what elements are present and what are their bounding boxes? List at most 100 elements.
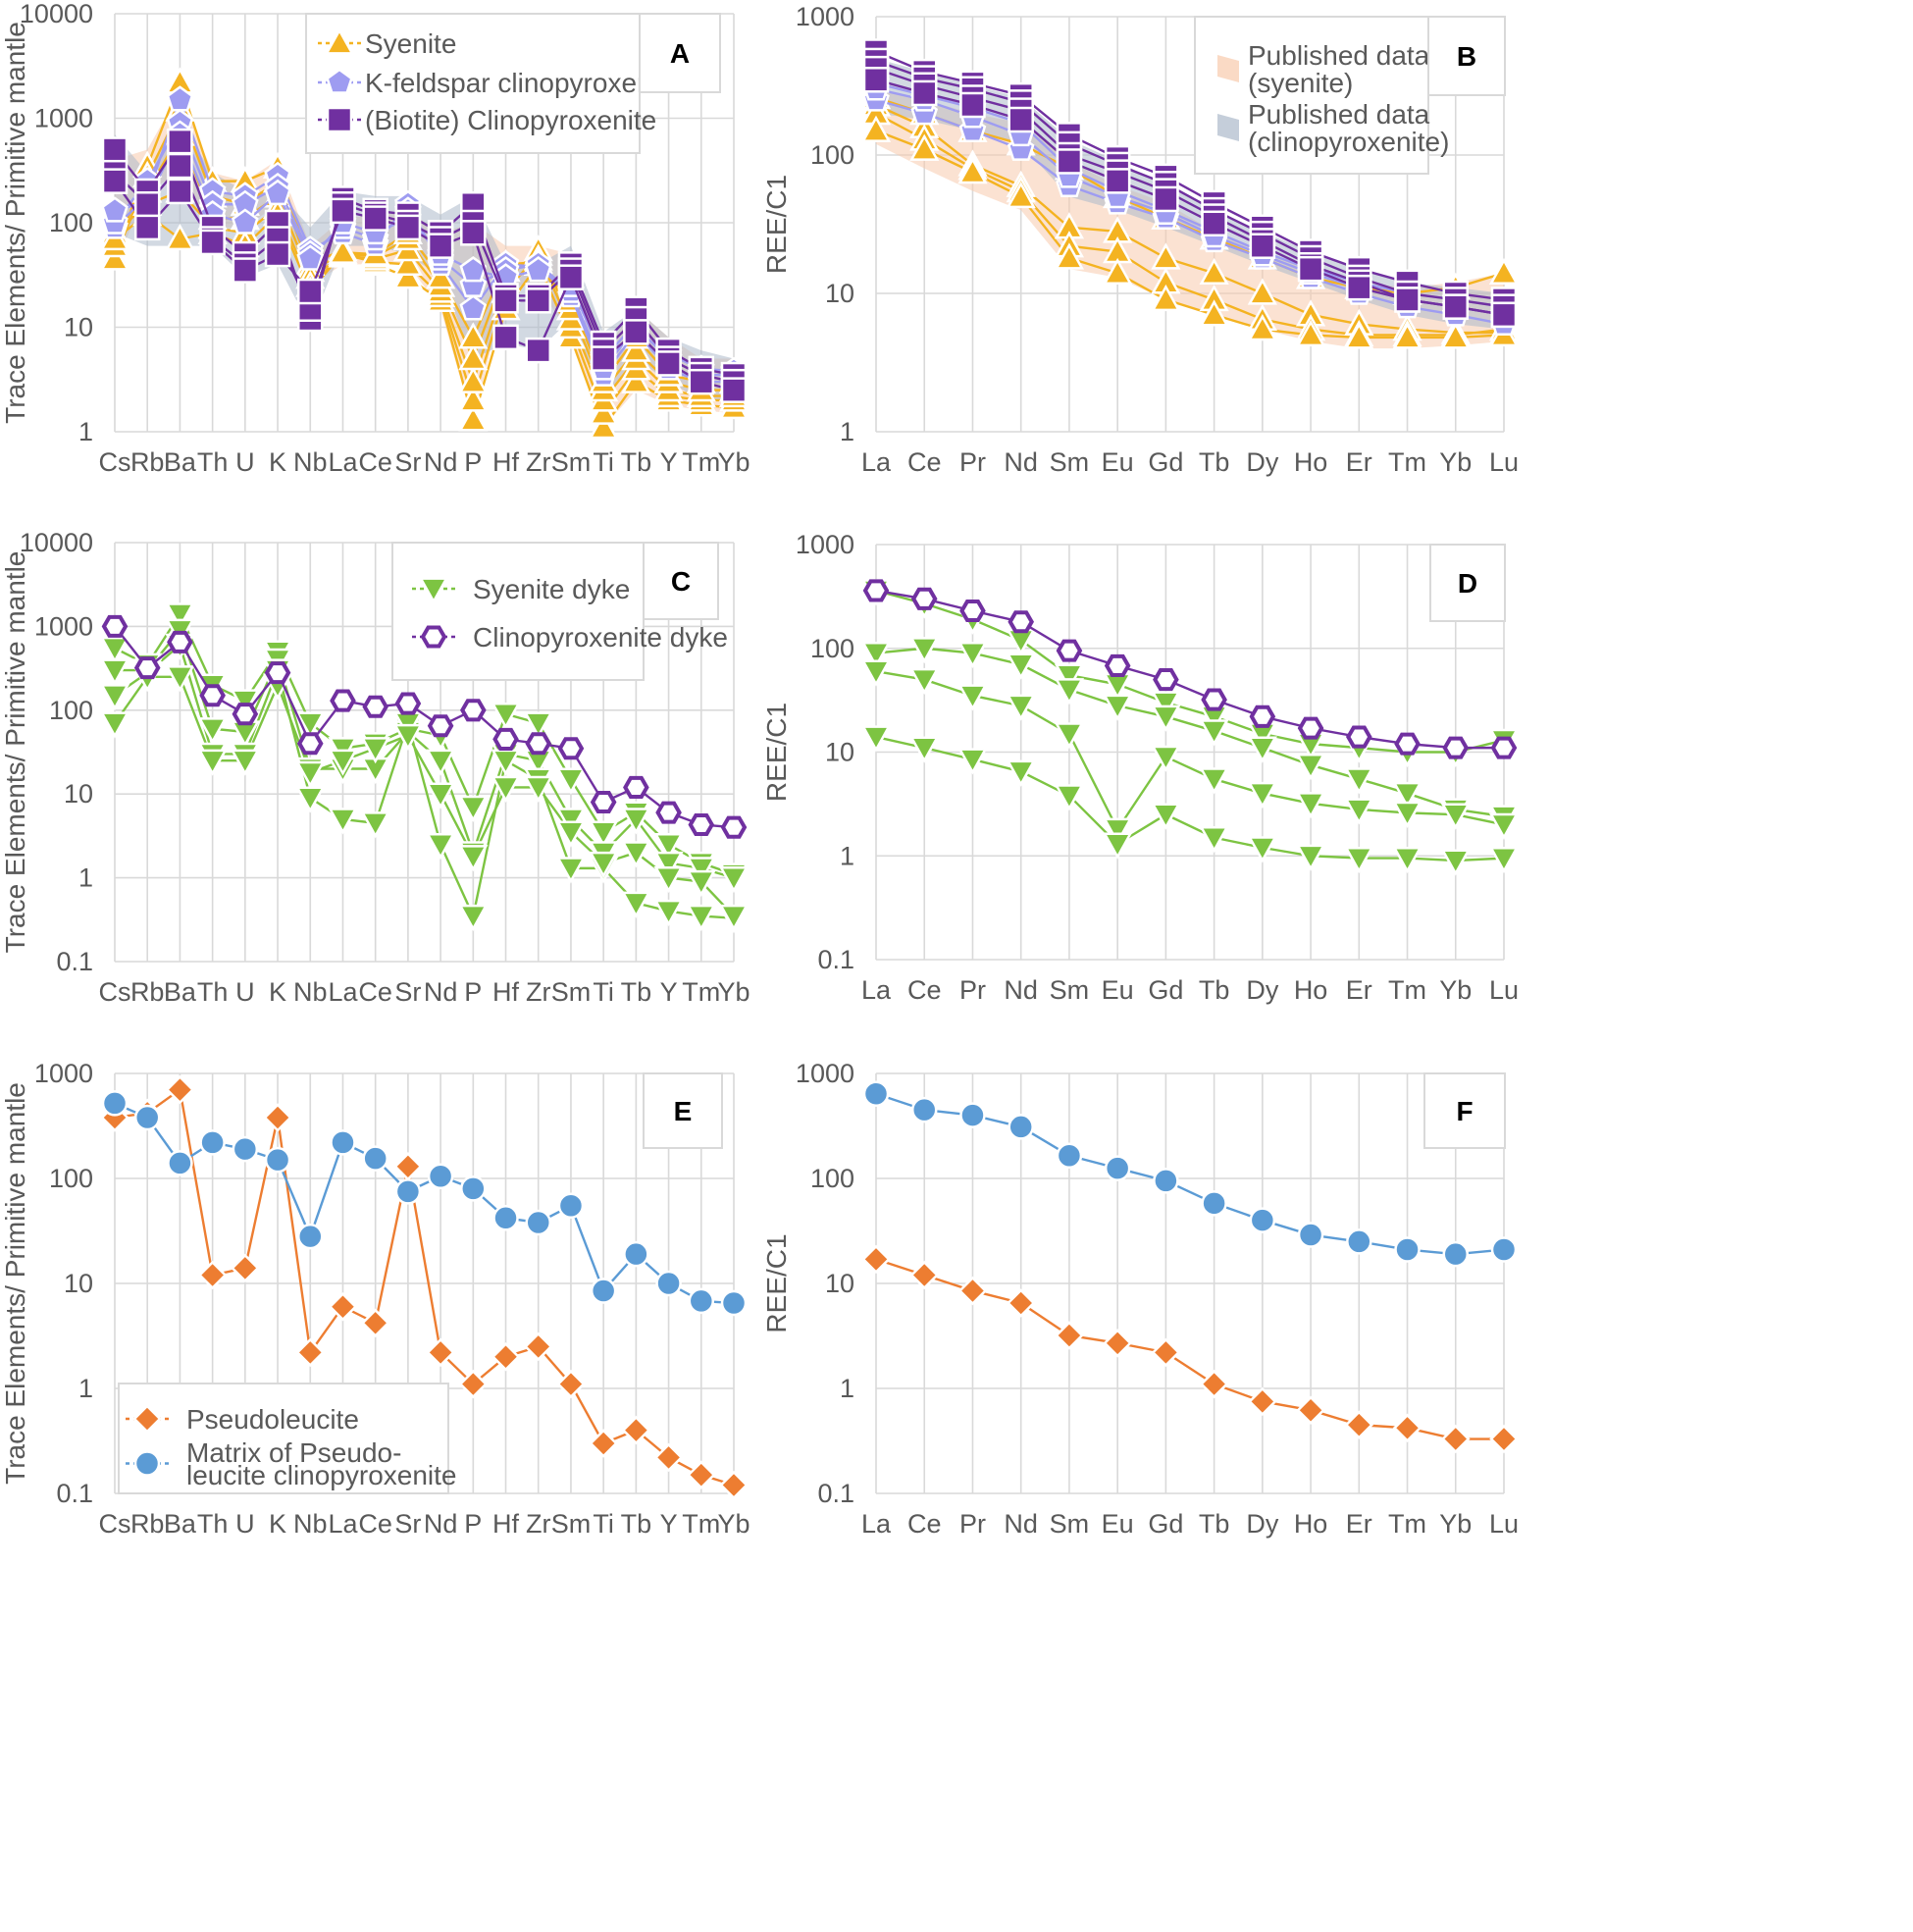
data-point: [232, 208, 259, 235]
data-point: [687, 1460, 716, 1489]
x-tick-label: Sm: [551, 1509, 592, 1539]
data-point: [1151, 745, 1181, 772]
data-point: [909, 133, 940, 161]
x-tick-label: Er: [1346, 1509, 1372, 1539]
data-point: [1344, 846, 1374, 874]
legend-label: Pseudoleucite: [186, 1404, 359, 1435]
data-point: [1249, 1207, 1276, 1233]
legend-label: Published data: [1248, 40, 1430, 71]
x-tick-label: Eu: [1102, 447, 1134, 477]
data-point: [686, 904, 716, 932]
data-point: [1006, 1288, 1036, 1318]
data-point: [199, 1129, 226, 1156]
data-point: [167, 178, 193, 205]
data-point: [460, 1175, 487, 1202]
data-point: [957, 157, 988, 184]
data-point: [653, 899, 684, 927]
y-tick-label: 1: [78, 417, 93, 446]
data-point: [525, 1209, 551, 1236]
data-point: [720, 1289, 748, 1317]
data-point: [957, 748, 988, 775]
x-tick-label: Yb: [1439, 447, 1472, 477]
data-point: [1103, 672, 1133, 700]
data-point: [1489, 1424, 1519, 1454]
data-point: [1199, 299, 1229, 327]
data-point: [458, 845, 489, 872]
y-tick-label: 10000: [20, 0, 93, 28]
x-tick-label: La: [861, 447, 892, 477]
chart-panel-e: 0.1 1 10 100 1000 Cs Rb Ba Th U K Nb La Ce Sr Nd P Hf Zr Sm…: [0, 1059, 750, 1539]
data-point: [458, 904, 489, 932]
data-point: [425, 782, 456, 809]
data-point: [655, 801, 682, 824]
data-point: [296, 244, 325, 271]
x-tick-label: Y: [660, 977, 678, 1007]
x-tick-label: Nd: [424, 447, 458, 477]
data-point: [133, 214, 161, 241]
data-point: [231, 1253, 260, 1283]
x-tick-label: Rb: [130, 977, 165, 1007]
series-matrix-of-pseudo-leucite-clinopyroxenite: [101, 1090, 748, 1317]
data-point: [862, 579, 890, 602]
data-point: [1103, 817, 1133, 845]
data-point: [427, 714, 454, 738]
data-point: [1440, 849, 1471, 876]
data-point: [101, 136, 129, 163]
data-point: [1055, 1321, 1084, 1350]
panel-letter: F: [1456, 1096, 1473, 1126]
x-tick-label: Pr: [959, 447, 986, 477]
data-point: [1008, 106, 1034, 133]
series-syenite-dyke: [860, 579, 1520, 876]
x-tick-label: Pr: [959, 975, 986, 1005]
x-tick-label: Gd: [1148, 1509, 1183, 1539]
y-axis-label: REE/C1: [761, 703, 792, 802]
data-point: [1199, 767, 1229, 795]
data-point: [957, 684, 988, 711]
data-point: [460, 699, 487, 722]
data-point: [99, 658, 130, 686]
data-point: [910, 587, 938, 610]
legend-marker: [324, 27, 355, 55]
legend-label: Published data: [1248, 99, 1430, 130]
data-point: [1201, 1190, 1227, 1217]
data-point: [1151, 803, 1181, 830]
data-point: [1199, 257, 1229, 286]
data-point: [458, 1369, 489, 1399]
data-point: [295, 1337, 326, 1368]
y-tick-label: 1000: [34, 1059, 93, 1088]
data-point: [590, 1278, 617, 1304]
x-tick-label: Eu: [1102, 1509, 1134, 1539]
x-tick-label: La: [328, 977, 358, 1007]
data-point: [392, 723, 424, 752]
data-point: [1490, 736, 1518, 759]
data-point: [1199, 825, 1229, 854]
x-tick-label: Tb: [1199, 975, 1230, 1005]
y-tick-label: 10: [825, 1269, 854, 1298]
data-point: [167, 630, 193, 653]
data-point: [718, 865, 750, 894]
data-point: [523, 711, 553, 739]
data-point: [621, 808, 651, 835]
data-point: [426, 1337, 455, 1368]
data-point: [1008, 1114, 1034, 1140]
y-tick-label: 10: [64, 1269, 93, 1298]
y-axis-label: REE/C1: [761, 175, 792, 274]
data-point: [623, 319, 649, 345]
data-point: [394, 692, 422, 715]
y-tick-label: 1: [840, 417, 854, 446]
data-point: [1441, 1424, 1471, 1454]
data-point: [1056, 639, 1083, 662]
y-axis-label: Trace Elements/ Primitive mantle: [0, 22, 30, 424]
data-point: [909, 736, 940, 763]
x-tick-label: K: [269, 1509, 286, 1539]
legend-marker: [326, 68, 353, 94]
data-point: [362, 205, 388, 232]
data-point: [688, 812, 715, 837]
data-point: [133, 190, 161, 218]
x-tick-label: Lu: [1489, 1509, 1519, 1539]
x-tick-label: Y: [660, 447, 678, 477]
data-point: [589, 1429, 618, 1458]
legend-label: Clinopyroxenite dyke: [473, 622, 728, 653]
panel-letter-box: [1429, 544, 1506, 622]
